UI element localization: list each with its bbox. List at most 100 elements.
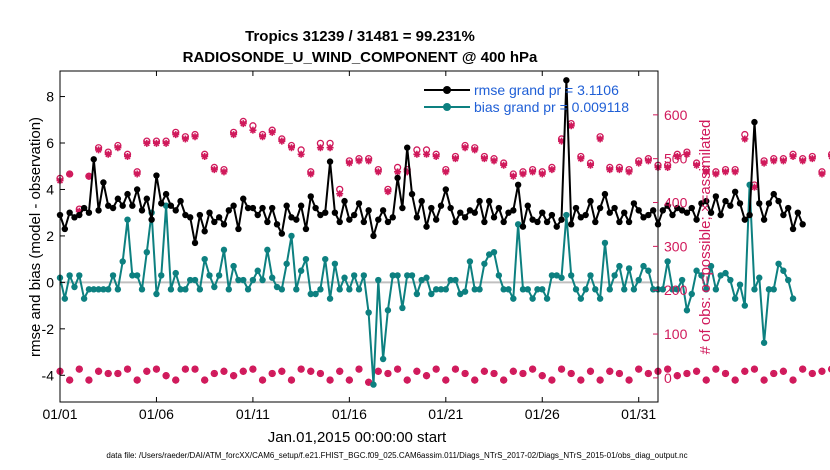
bias-data-point xyxy=(582,286,589,293)
obs-assimilated-marker xyxy=(538,170,546,178)
rmse-data-point xyxy=(404,144,411,151)
rmse-data-point xyxy=(119,202,126,209)
bias-data-point xyxy=(669,286,676,293)
bias-data-point xyxy=(780,267,787,274)
obs-assimilated-marker xyxy=(345,159,353,167)
y-right-tick-label: 100 xyxy=(664,326,688,342)
bias-data-point xyxy=(399,304,406,312)
rmse-data-point xyxy=(254,211,261,219)
y-right-tick-label: 200 xyxy=(664,282,688,298)
bias-data-point xyxy=(640,262,647,270)
obs-assimilated-marker xyxy=(615,370,623,378)
rmse-data-point xyxy=(432,216,440,223)
obs-assimilated-marker xyxy=(249,126,257,134)
rmse-data-point xyxy=(283,202,290,209)
obs-assimilated-marker xyxy=(529,168,537,176)
rmse-data-point xyxy=(408,190,416,198)
rmse-data-point xyxy=(601,190,609,198)
rmse-data-point xyxy=(606,209,613,216)
bias-data-point xyxy=(61,295,69,302)
bias-data-point xyxy=(437,286,445,293)
obs-assimilated-marker xyxy=(538,372,546,380)
rmse-data-point xyxy=(794,209,802,216)
rmse-data-point xyxy=(678,207,686,214)
bias-data-point xyxy=(519,286,527,293)
bias-data-point xyxy=(707,262,715,270)
bias-data-point xyxy=(572,286,580,293)
rmse-data-point xyxy=(582,211,589,219)
obs-assimilated-marker xyxy=(143,139,151,147)
obs-assimilated-marker xyxy=(779,367,787,375)
rmse-data-point xyxy=(259,204,266,212)
x-tick-label: 01/01 xyxy=(42,406,77,422)
legend-rmse-label: rmse grand pr = 3.1106 xyxy=(474,82,619,98)
obs-assimilated-marker xyxy=(85,172,93,180)
rmse-data-point xyxy=(587,197,594,205)
bias-data-point xyxy=(177,286,184,293)
bias-data-point xyxy=(138,286,146,293)
obs-assimilated-marker xyxy=(693,161,701,169)
obs-assimilated-marker xyxy=(172,376,180,384)
obs-assimilated-marker xyxy=(808,155,816,163)
bias-data-point xyxy=(423,274,430,281)
rmse-data-point xyxy=(201,228,208,235)
bias-data-point xyxy=(514,221,522,228)
bias-data-point xyxy=(254,267,261,274)
y-left-tick-label: 0 xyxy=(46,274,54,290)
rmse-data-point xyxy=(162,190,170,198)
y-right-tick-label: 400 xyxy=(664,195,688,211)
rmse-data-point xyxy=(789,225,797,233)
bias-data-point xyxy=(611,272,618,279)
bias-data-point xyxy=(80,295,88,302)
bias-data-point xyxy=(191,276,199,284)
obs-assimilated-marker xyxy=(249,365,257,373)
obs-assimilated-marker xyxy=(760,376,768,384)
rmse-data-point xyxy=(529,216,536,223)
obs-assimilated-marker xyxy=(558,365,566,373)
rmse-data-point xyxy=(61,225,69,233)
legend-bias-marker xyxy=(443,103,451,111)
bias-data-point xyxy=(606,286,613,293)
bias-data-point xyxy=(133,272,141,279)
obs-assimilated-marker xyxy=(152,365,160,373)
bias-data-point xyxy=(85,286,93,293)
rmse-data-point xyxy=(249,204,257,212)
x-tick-label: 01/26 xyxy=(525,406,560,422)
obs-assimilated-marker xyxy=(731,376,739,384)
bias-data-point xyxy=(760,339,768,346)
bias-data-point xyxy=(505,286,512,293)
obs-assimilated-marker xyxy=(635,159,643,167)
obs-assimilated-marker xyxy=(336,190,344,198)
legend-rmse-marker xyxy=(443,86,451,94)
obs-assimilated-marker xyxy=(664,365,672,373)
obs-assimilated-marker xyxy=(423,372,431,380)
bias-data-point xyxy=(249,276,257,284)
obs-assimilated-marker xyxy=(750,183,758,191)
rmse-data-point xyxy=(505,209,512,216)
rmse-data-point xyxy=(770,190,777,198)
obs-assimilated-marker xyxy=(326,144,334,152)
rmse-data-point xyxy=(293,216,300,223)
bias-data-point xyxy=(322,255,329,263)
bias-data-point xyxy=(336,286,343,293)
obs-assimilated-marker xyxy=(394,365,402,373)
obs-assimilated-marker xyxy=(268,370,276,378)
bias-data-point xyxy=(558,274,565,281)
obs-assimilated-marker xyxy=(384,370,392,378)
obs-assimilated-marker xyxy=(461,370,469,378)
obs-assimilated-marker xyxy=(297,150,305,158)
obs-assimilated-marker xyxy=(114,144,122,152)
rmse-data-point xyxy=(240,195,247,202)
rmse-data-point xyxy=(486,197,493,205)
obs-assimilated-marker xyxy=(625,168,633,176)
bias-data-point xyxy=(770,286,777,293)
bias-data-point xyxy=(481,260,488,267)
obs-assimilated-marker xyxy=(152,139,160,147)
y-right-tick-label: 300 xyxy=(664,238,688,254)
rmse-data-point xyxy=(76,211,83,219)
rmse-data-point xyxy=(297,202,305,209)
rmse-data-point xyxy=(85,209,93,216)
obs-assimilated-marker xyxy=(567,370,575,378)
obs-assimilated-marker xyxy=(210,166,218,174)
bias-data-point xyxy=(264,246,271,254)
